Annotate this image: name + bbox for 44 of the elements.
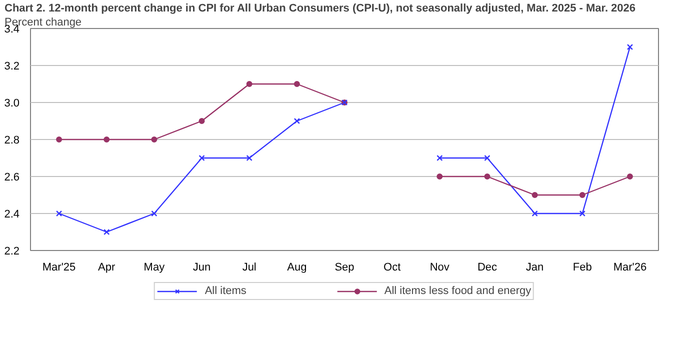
x-tick-label: May <box>144 262 166 274</box>
x-tick-label: Aug <box>287 262 307 274</box>
y-tick-label: 3.2 <box>4 60 20 72</box>
x-tick-label: Mar'25 <box>42 262 76 274</box>
point <box>294 81 300 87</box>
point <box>532 192 538 198</box>
point <box>151 210 158 217</box>
point <box>484 174 490 180</box>
x-tick-label: Jul <box>242 262 256 274</box>
x-tick-label: Jun <box>192 262 211 274</box>
point <box>626 44 634 50</box>
x-tick-label: Sep <box>334 262 354 274</box>
x-tick-label: Feb <box>572 262 592 274</box>
point <box>579 210 586 217</box>
point <box>151 136 158 142</box>
point <box>294 118 300 124</box>
point <box>436 154 443 162</box>
point <box>579 192 586 198</box>
y-tick-label: 2.2 <box>4 246 20 258</box>
point <box>246 154 252 162</box>
x-tick-label: Apr <box>98 262 116 274</box>
x-tick-label: Dec <box>477 262 498 274</box>
point <box>246 81 252 87</box>
x-tick-label: Nov <box>430 262 450 274</box>
chart-title: Chart 2. 12-month percent change in CPI for All Urban Consumers (CPI-U), not seasonally adjusted, Mar. 2025 - Mar. 2026 <box>4 2 636 14</box>
point <box>436 174 443 180</box>
legend-label: All items less food and energy <box>384 285 532 297</box>
point <box>56 136 62 142</box>
point <box>198 154 205 162</box>
point <box>198 118 205 124</box>
y-tick-label: 2.8 <box>4 134 20 146</box>
point <box>626 174 633 180</box>
y-tick-label: 2.6 <box>4 172 20 184</box>
legend-label: All items <box>204 285 246 297</box>
x-tick-label: Jan <box>526 262 544 274</box>
point <box>532 210 538 217</box>
point <box>484 154 490 162</box>
point <box>104 228 110 236</box>
point <box>56 210 62 217</box>
y-tick-label: 3.0 <box>4 98 20 110</box>
point <box>104 136 110 142</box>
y-tick-label: 2.4 <box>4 208 20 220</box>
x-tick-label: Mar'26 <box>613 262 647 274</box>
x-tick-label: Oct <box>384 262 401 274</box>
